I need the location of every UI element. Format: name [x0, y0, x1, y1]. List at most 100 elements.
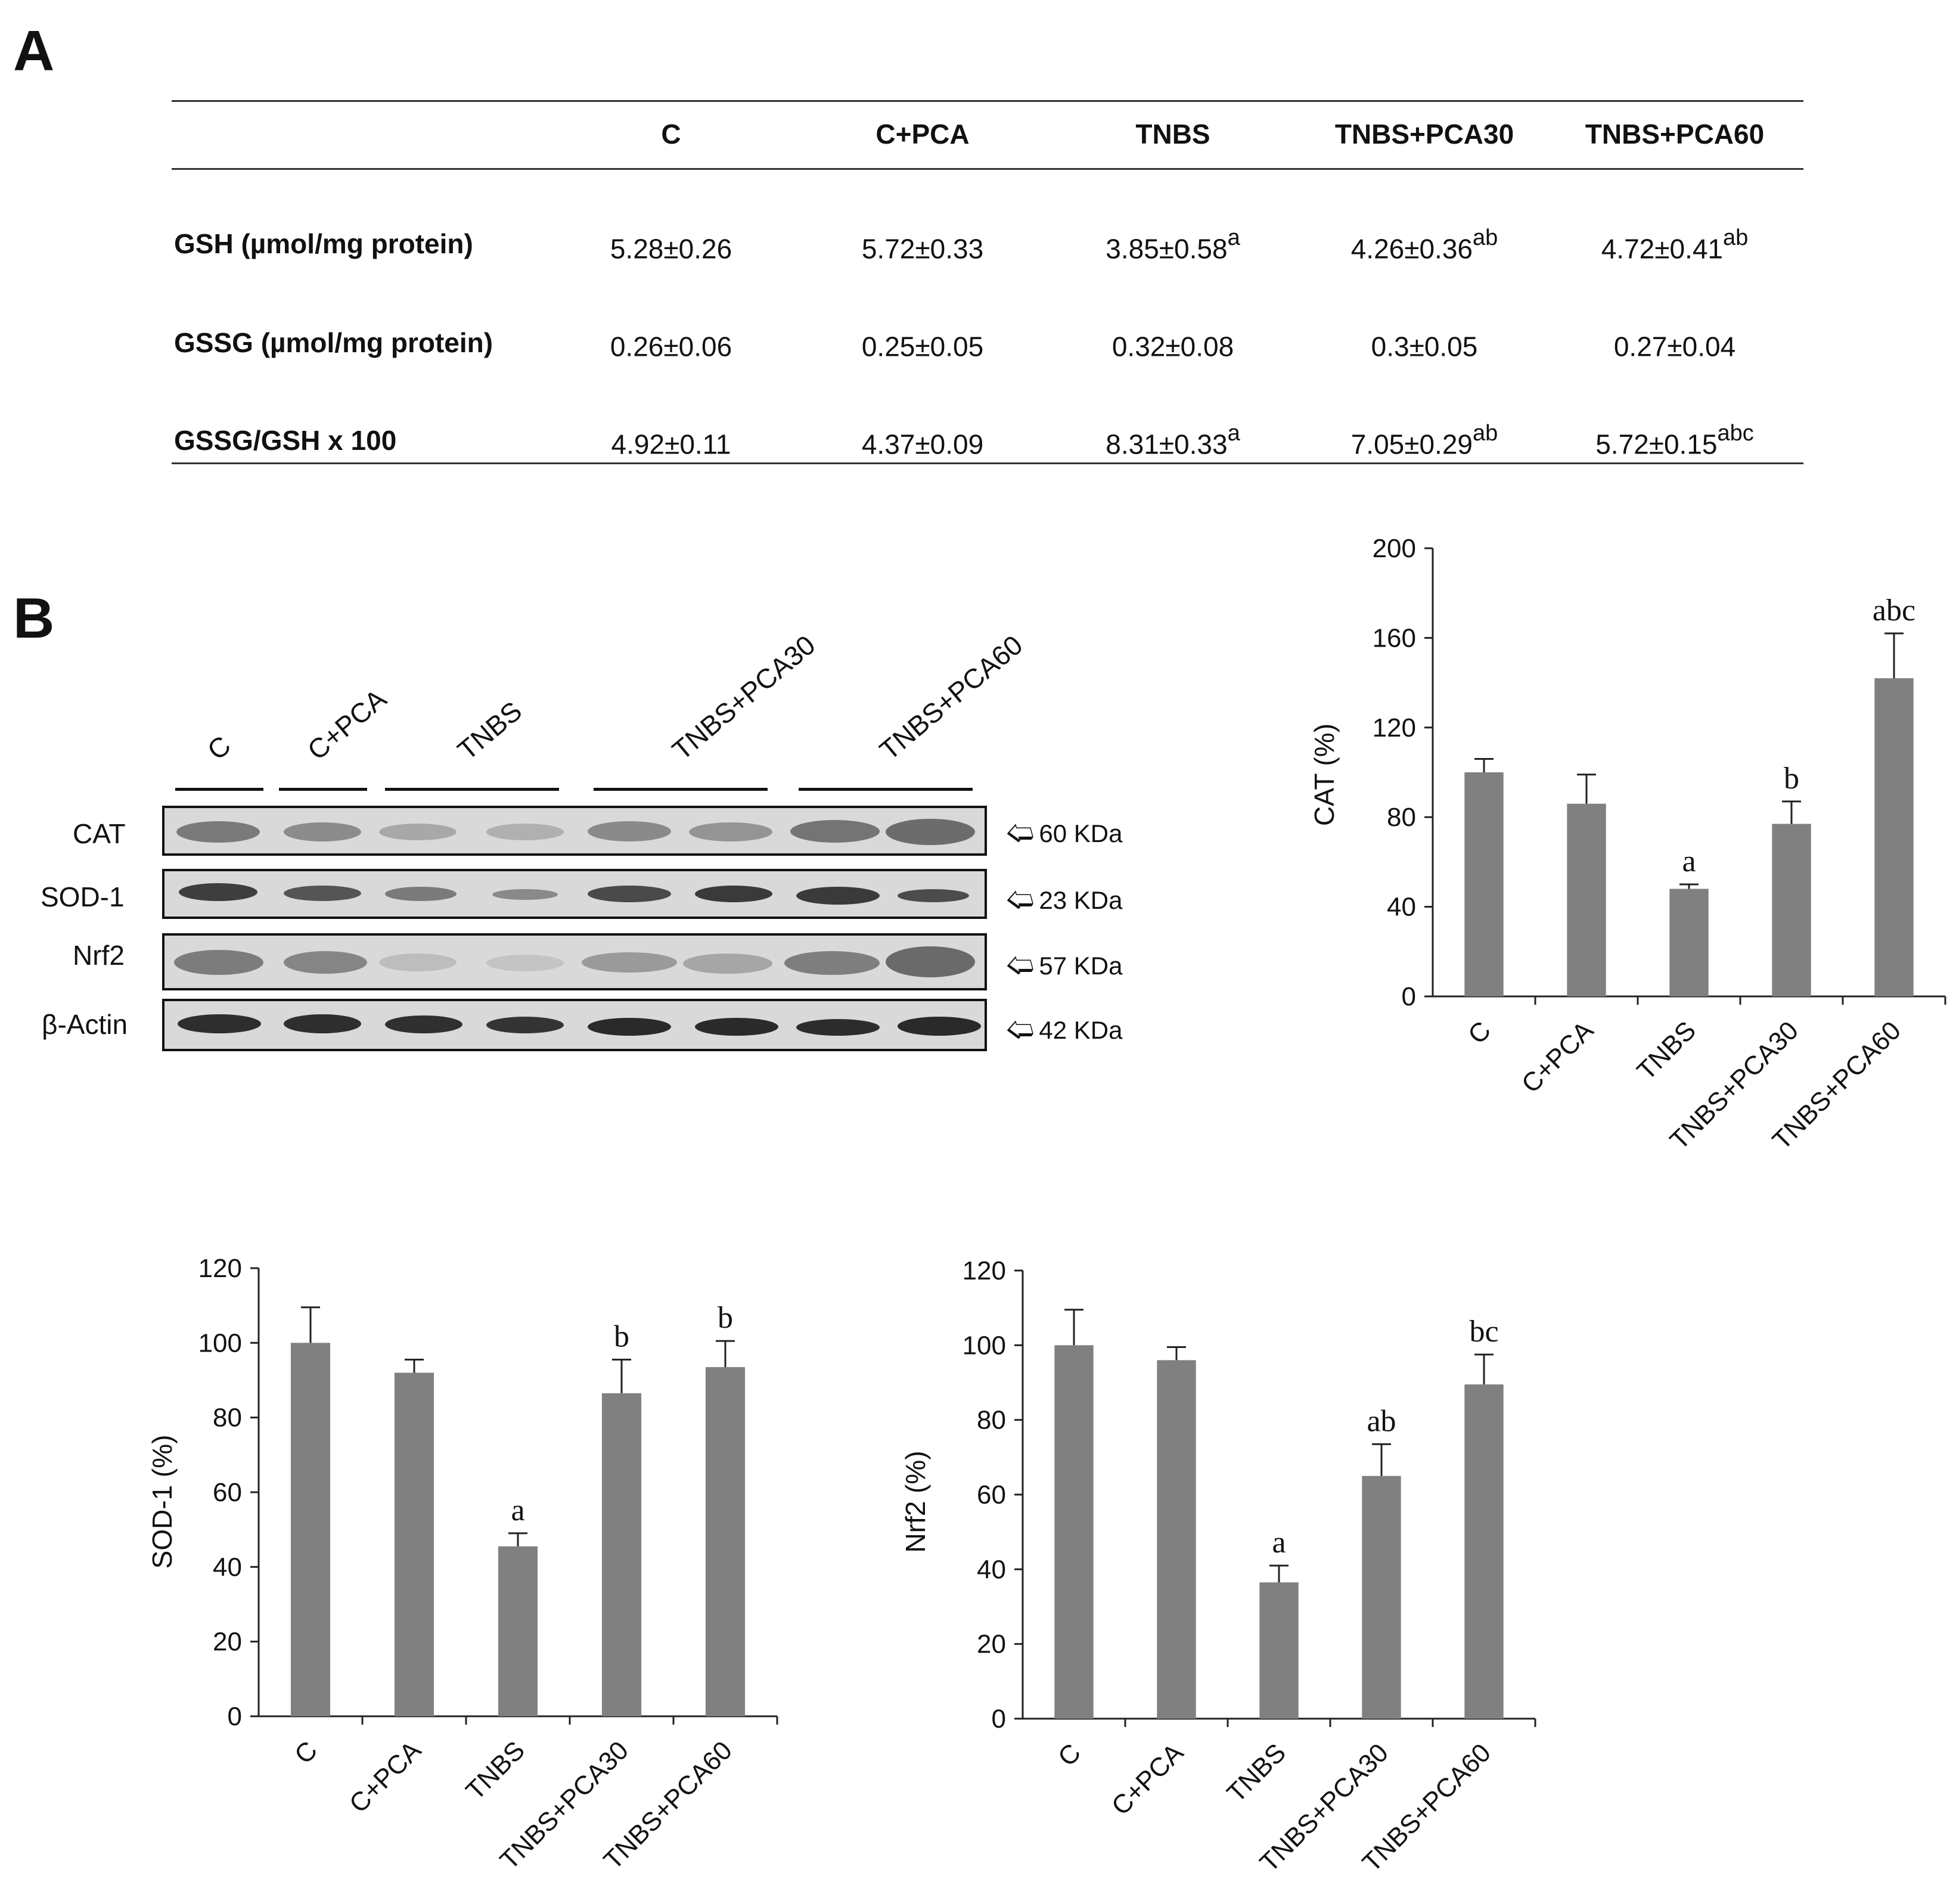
band	[898, 1017, 981, 1036]
bar	[1567, 803, 1606, 996]
arrow-left-icon: 🢨	[1006, 884, 1035, 915]
band	[284, 951, 367, 974]
x-tick-label: C+PCA	[1516, 1015, 1600, 1099]
bar	[1362, 1476, 1401, 1719]
bar	[1874, 678, 1914, 996]
bar	[1772, 824, 1811, 996]
y-tick-label: 0	[1402, 982, 1416, 1011]
table-header-c-pca: C+PCA	[875, 119, 970, 150]
blot-strip-beta-actin	[162, 999, 987, 1051]
band	[588, 1018, 671, 1036]
table-cell: 0.25±0.05	[861, 331, 984, 362]
band	[796, 1019, 880, 1036]
arrow-left-icon: 🢨	[1006, 817, 1035, 848]
y-tick-label: 80	[1387, 803, 1416, 832]
x-tick-label: C+PCA	[1106, 1738, 1190, 1821]
table-cell: 4.26±0.36ab	[1350, 225, 1498, 265]
bar	[1669, 889, 1709, 996]
bar	[290, 1343, 331, 1716]
table-cell: 3.85±0.58a	[1106, 225, 1240, 265]
band	[486, 955, 564, 971]
y-tick-label: 160	[1373, 623, 1416, 653]
x-tick-label: C	[1052, 1738, 1086, 1772]
y-tick-label: 120	[963, 1256, 1006, 1285]
kda-label-cat: 🢨 60 KDa	[1006, 813, 1122, 859]
table-cell: 7.05±0.29ab	[1350, 421, 1498, 460]
band	[898, 889, 969, 902]
significance-label: b	[718, 1301, 733, 1335]
significance-label: a	[1682, 844, 1696, 878]
y-tick-label: 120	[1373, 713, 1416, 743]
bar	[1157, 1360, 1196, 1719]
bar	[1464, 1384, 1504, 1719]
table-cell: 5.72±0.33	[861, 233, 984, 265]
y-tick-label: 0	[992, 1704, 1006, 1734]
band	[689, 822, 772, 841]
table-header-tnbs-pca60: TNBS+PCA60	[1585, 119, 1765, 150]
table-cell: 0.32±0.08	[1111, 331, 1234, 362]
table-bottom-rule	[172, 462, 1803, 464]
bar	[1054, 1345, 1094, 1719]
lane-group-line	[279, 788, 367, 791]
band	[179, 883, 257, 901]
significance-label: b	[614, 1320, 629, 1354]
kda-label-sod1: 🢨 23 KDa	[1006, 880, 1122, 926]
blot-strip-cat	[162, 806, 987, 856]
y-axis-label: Nrf2 (%)	[900, 1450, 931, 1552]
blot-label-sod1: SOD-1	[41, 881, 125, 912]
x-tick-label: TNBS	[1221, 1738, 1291, 1808]
lane-group-line	[385, 788, 559, 791]
band	[385, 887, 457, 901]
bar	[601, 1393, 642, 1716]
band	[886, 946, 975, 977]
arrow-left-icon: 🢨	[1006, 1014, 1035, 1045]
y-axis-label: CAT (%)	[1309, 723, 1340, 826]
panel-b-label: B	[13, 586, 55, 650]
kda-label-nrf2: 🢨 57 KDa	[1006, 945, 1122, 992]
band	[486, 824, 564, 840]
blot-strip-sod1	[162, 869, 987, 919]
table-cell: 5.72±0.15abc	[1595, 421, 1754, 460]
table-cell: 4.92±0.11	[611, 428, 731, 460]
table-top-rule	[172, 100, 1803, 102]
y-tick-label: 40	[1387, 893, 1416, 922]
band	[784, 951, 880, 975]
band	[683, 953, 772, 974]
bar	[498, 1546, 538, 1716]
band	[284, 886, 361, 901]
row-label-gsh: GSH (µmol/mg protein)	[174, 228, 473, 259]
y-tick-label: 100	[963, 1331, 1006, 1360]
significance-label: b	[1784, 762, 1799, 796]
band	[796, 887, 880, 905]
x-tick-label: C+PCA	[344, 1735, 427, 1819]
x-tick-label: C	[1463, 1015, 1497, 1049]
y-tick-label: 80	[977, 1406, 1006, 1435]
y-tick-label: 80	[213, 1403, 242, 1433]
y-tick-label: 20	[213, 1627, 242, 1657]
y-tick-label: 20	[977, 1630, 1006, 1659]
row-label-gssg: GSSG (µmol/mg protein)	[174, 327, 493, 358]
kda-label-beta-actin: 🢨 42 KDa	[1006, 1010, 1122, 1056]
band	[588, 821, 671, 841]
x-tick-label: TNBS	[460, 1735, 530, 1806]
band	[695, 886, 772, 902]
y-tick-label: 60	[977, 1480, 1006, 1509]
band	[174, 950, 263, 975]
blot-label-beta-actin: β-Actin	[42, 1009, 128, 1040]
y-tick-label: 40	[213, 1552, 242, 1582]
x-tick-label: C	[289, 1735, 323, 1769]
row-label-ratio: GSSG/GSH x 100	[174, 425, 397, 456]
band	[486, 1017, 564, 1033]
band	[284, 1014, 361, 1033]
band	[790, 820, 880, 843]
significance-label: ab	[1367, 1404, 1396, 1438]
band	[284, 822, 361, 841]
band	[588, 886, 671, 902]
table-cell: 4.37±0.09	[861, 428, 984, 460]
bar	[1259, 1582, 1299, 1719]
band	[886, 819, 975, 845]
bar	[705, 1367, 746, 1716]
table-header-tnbs-pca30: TNBS+PCA30	[1334, 119, 1514, 150]
